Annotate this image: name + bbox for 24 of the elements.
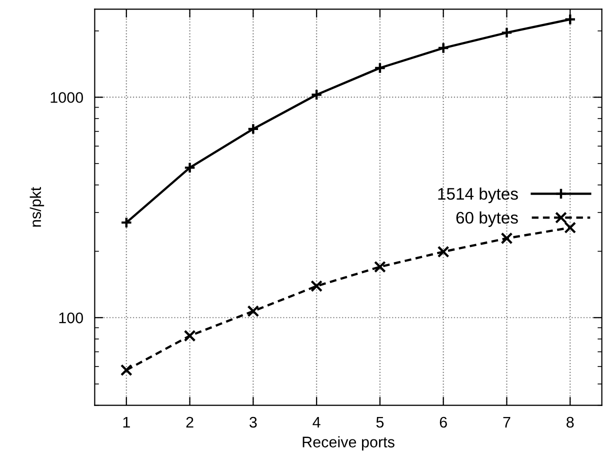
- x-tick-label: 5: [376, 417, 384, 428]
- x-tick-label: 3: [250, 416, 257, 428]
- y-axis-title: ns/pkt: [30, 186, 44, 227]
- point: [310, 88, 323, 101]
- point: [500, 232, 513, 244]
- point: [120, 216, 132, 229]
- x-tick-label: 6: [440, 416, 447, 428]
- x-axis-title: Receive ports: [302, 436, 394, 450]
- x-tick-label: 1: [123, 417, 130, 428]
- x-tick-label: 4: [312, 417, 320, 428]
- y-tick-label: 1000: [50, 92, 83, 103]
- x-tick-label: 7: [503, 417, 510, 428]
- x-tick-label: 2: [186, 416, 194, 428]
- x-tick-label: 8: [566, 416, 574, 428]
- point: [374, 260, 386, 273]
- point: [247, 305, 260, 318]
- point: [437, 246, 450, 258]
- legend-label: 60 bytes: [456, 211, 518, 227]
- point: [120, 364, 132, 376]
- point: [310, 280, 323, 292]
- legend-label: 1514 bytes: [438, 188, 518, 204]
- point: [184, 330, 196, 342]
- y-tick-label: 100: [59, 312, 83, 324]
- point: [564, 222, 576, 234]
